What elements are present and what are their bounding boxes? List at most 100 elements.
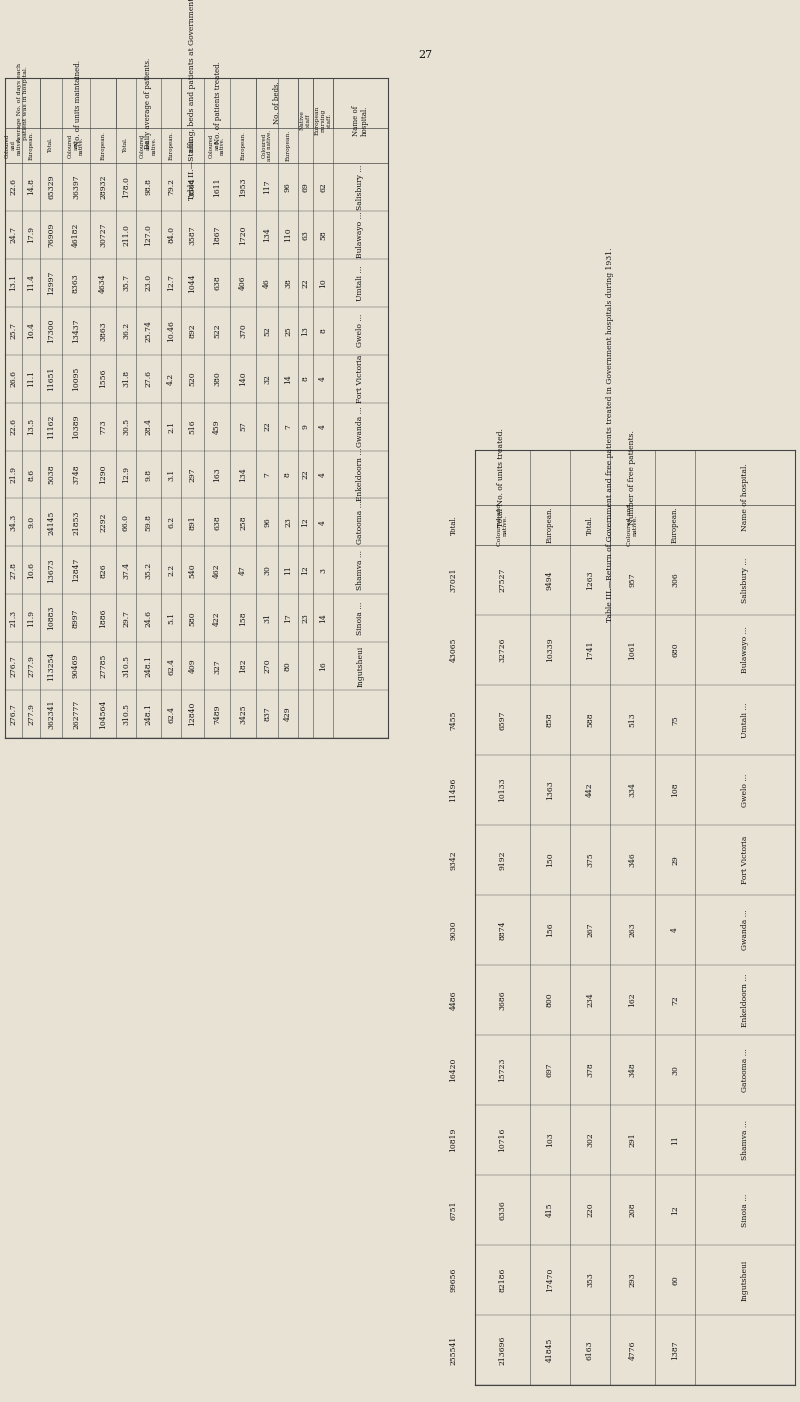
Text: 156: 156: [546, 923, 554, 938]
Text: 1556: 1556: [99, 369, 107, 388]
Text: 213696: 213696: [498, 1335, 506, 1364]
Text: 3: 3: [319, 568, 327, 573]
Text: 99656: 99656: [450, 1267, 458, 1293]
Text: 957: 957: [629, 572, 637, 587]
Text: 462: 462: [213, 564, 221, 578]
Text: 1867: 1867: [213, 226, 221, 244]
Text: Umtali ...: Umtali ...: [741, 702, 749, 737]
Text: 62.4: 62.4: [167, 658, 175, 674]
Text: 25.74: 25.74: [145, 320, 153, 342]
Text: Table III.—Return of Government and free patients treated in Government hospital: Table III.—Return of Government and free…: [606, 248, 614, 622]
Text: Table II.—Staffing, beds and patients at Government Hospitals, 1931.: Table II.—Staffing, beds and patients at…: [189, 0, 197, 200]
Text: 11.1: 11.1: [27, 370, 35, 387]
Text: 8874: 8874: [498, 920, 506, 939]
Text: 3863: 3863: [99, 321, 107, 341]
Text: 150: 150: [546, 852, 554, 868]
Text: 21.3: 21.3: [10, 610, 18, 627]
Text: 57: 57: [239, 422, 247, 432]
Text: 263: 263: [629, 923, 637, 938]
Text: 1387: 1387: [671, 1340, 679, 1360]
Text: 800: 800: [546, 993, 554, 1007]
Text: 4.2: 4.2: [167, 373, 175, 384]
Text: 6597: 6597: [498, 711, 506, 730]
Text: 27: 27: [418, 50, 432, 60]
Text: Gwelo ...: Gwelo ...: [741, 774, 749, 806]
Text: 23.0: 23.0: [145, 275, 153, 292]
Text: 21.9: 21.9: [10, 465, 18, 482]
Text: Daily average of patients.: Daily average of patients.: [145, 57, 153, 149]
Text: European.: European.: [546, 506, 554, 544]
Text: 211.0: 211.0: [122, 224, 130, 245]
Text: Total.: Total.: [49, 137, 54, 153]
Text: 2.1: 2.1: [167, 421, 175, 433]
Text: 36.2: 36.2: [122, 322, 130, 339]
Text: 826: 826: [99, 564, 107, 578]
Text: 96: 96: [263, 517, 271, 527]
Text: 84.0: 84.0: [167, 226, 175, 244]
Text: 8363: 8363: [72, 273, 80, 293]
Text: 422: 422: [213, 611, 221, 625]
Text: Coloured
and
native.: Coloured and native.: [140, 133, 157, 157]
Text: 353: 353: [586, 1273, 594, 1287]
Text: 4486: 4486: [450, 990, 458, 1009]
Text: 13: 13: [302, 325, 310, 335]
Text: Gatooma ...: Gatooma ...: [357, 501, 365, 544]
Text: 24.6: 24.6: [145, 610, 153, 627]
Text: 409: 409: [189, 659, 197, 673]
Text: 334: 334: [629, 782, 637, 798]
Text: 277.9: 277.9: [27, 704, 35, 725]
Text: 8: 8: [284, 472, 292, 477]
Text: 6751: 6751: [450, 1200, 458, 1220]
Text: Coloured and
native.: Coloured and native.: [627, 503, 638, 547]
Text: 10.46: 10.46: [167, 320, 175, 342]
Text: No. of beds.: No. of beds.: [273, 81, 281, 125]
Text: 23: 23: [284, 517, 292, 527]
Text: 21853: 21853: [72, 510, 80, 534]
Text: 36397: 36397: [72, 175, 80, 199]
Text: Number of free patients.: Number of free patients.: [629, 430, 637, 524]
Text: 41845: 41845: [546, 1338, 554, 1363]
Text: 1886: 1886: [99, 608, 107, 628]
Text: 4: 4: [319, 376, 327, 381]
Text: 75: 75: [671, 715, 679, 725]
Text: 4: 4: [671, 928, 679, 932]
Text: 43065: 43065: [450, 638, 458, 662]
Text: 63: 63: [302, 230, 310, 240]
Text: 1741: 1741: [586, 641, 594, 660]
Text: 3.1: 3.1: [167, 468, 175, 481]
Text: 104564: 104564: [99, 700, 107, 729]
Text: 267: 267: [586, 923, 594, 938]
Text: 3686: 3686: [498, 990, 506, 1009]
Text: 10339: 10339: [546, 638, 554, 662]
Text: 588: 588: [586, 712, 594, 728]
Text: 22.6: 22.6: [10, 418, 18, 435]
Text: 29.7: 29.7: [122, 610, 130, 627]
Text: 76909: 76909: [47, 223, 55, 247]
Text: 10883: 10883: [47, 606, 55, 631]
Text: 9.0: 9.0: [27, 516, 35, 529]
Text: 22: 22: [302, 278, 310, 287]
Text: 773: 773: [99, 419, 107, 433]
Text: 26.6: 26.6: [10, 370, 18, 387]
Text: European.: European.: [101, 130, 106, 160]
Text: 11496: 11496: [450, 778, 458, 802]
Text: Shamva ...: Shamva ...: [741, 1120, 749, 1159]
Text: 12.7: 12.7: [167, 275, 175, 292]
Text: Coloured
and
native.: Coloured and native.: [68, 133, 84, 157]
Text: 10133: 10133: [498, 778, 506, 802]
Text: 11: 11: [284, 565, 292, 575]
Text: 16: 16: [319, 662, 327, 672]
Text: 30727: 30727: [99, 223, 107, 247]
Text: 27.8: 27.8: [10, 562, 18, 579]
Text: 1290: 1290: [99, 464, 107, 484]
Text: 22: 22: [302, 470, 310, 479]
Text: 234: 234: [586, 993, 594, 1008]
Text: 30: 30: [671, 1066, 679, 1075]
Text: 306: 306: [671, 572, 679, 587]
Text: 302: 302: [586, 1133, 594, 1147]
Text: 255541: 255541: [450, 1335, 458, 1364]
Text: Enkeldoorn ...: Enkeldoorn ...: [357, 447, 365, 501]
Text: 370: 370: [239, 324, 247, 338]
Text: 378: 378: [586, 1063, 594, 1077]
Text: 11162: 11162: [47, 415, 55, 439]
